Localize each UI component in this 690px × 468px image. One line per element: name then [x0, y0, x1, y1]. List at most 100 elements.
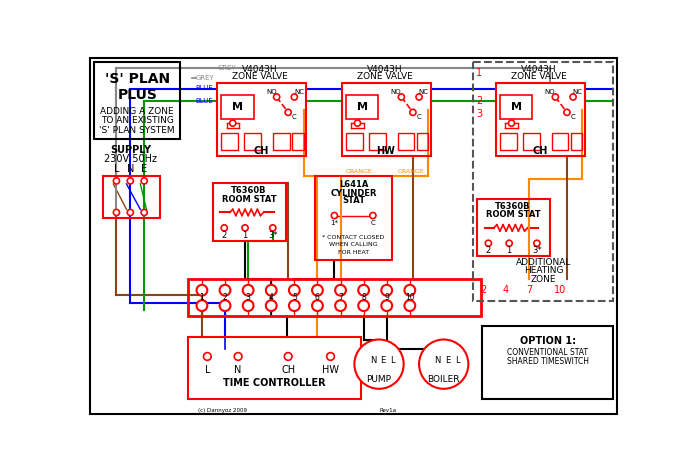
Text: E: E	[445, 356, 450, 365]
Bar	[188, 337, 362, 399]
Text: NC: NC	[573, 89, 582, 95]
Text: V4043H: V4043H	[242, 65, 277, 74]
Text: 3: 3	[476, 109, 482, 119]
Bar	[571, 133, 582, 150]
Text: ROOM STAT: ROOM STAT	[221, 195, 276, 204]
Text: * CONTACT CLOSED: * CONTACT CLOSED	[322, 234, 385, 240]
Text: M: M	[357, 102, 368, 112]
Bar	[292, 133, 304, 150]
Circle shape	[382, 300, 392, 311]
Circle shape	[331, 212, 337, 219]
Text: 1: 1	[242, 231, 248, 240]
Circle shape	[404, 300, 415, 311]
Text: ROOM STAT: ROOM STAT	[486, 210, 540, 219]
Text: 2: 2	[221, 231, 227, 240]
Text: 1*: 1*	[331, 220, 338, 226]
Bar	[477, 198, 550, 256]
Text: ORANGE: ORANGE	[346, 169, 373, 174]
Text: CH: CH	[532, 146, 548, 156]
Text: PUMP: PUMP	[366, 375, 391, 384]
Text: T6360B: T6360B	[495, 202, 531, 211]
Circle shape	[141, 209, 147, 216]
Circle shape	[509, 120, 515, 126]
Text: BLUE: BLUE	[196, 86, 213, 92]
Text: CH: CH	[253, 146, 269, 156]
Text: 1: 1	[199, 293, 204, 302]
Bar	[369, 133, 386, 150]
Bar	[496, 83, 584, 156]
Text: CYLINDER: CYLINDER	[331, 189, 377, 197]
Text: 'S' PLAN: 'S' PLAN	[105, 72, 170, 86]
Circle shape	[485, 240, 491, 246]
Text: V4043H: V4043H	[521, 65, 556, 74]
Circle shape	[270, 225, 276, 231]
Circle shape	[355, 339, 404, 389]
Circle shape	[284, 352, 292, 360]
Circle shape	[564, 110, 570, 116]
Text: OPTION 1:: OPTION 1:	[520, 336, 575, 346]
Bar	[104, 176, 160, 218]
Circle shape	[243, 285, 253, 296]
Text: 3*: 3*	[268, 231, 277, 240]
Text: T6360B: T6360B	[231, 186, 266, 196]
Text: ORANGE: ORANGE	[398, 169, 425, 174]
Circle shape	[273, 94, 279, 100]
Bar	[244, 133, 262, 150]
Circle shape	[534, 240, 540, 246]
Text: BOILER: BOILER	[428, 375, 460, 384]
Text: E: E	[141, 164, 147, 175]
Text: 1: 1	[476, 68, 482, 78]
Text: M: M	[232, 102, 243, 112]
Bar	[221, 95, 253, 119]
Text: ZONE: ZONE	[531, 275, 557, 284]
Text: E: E	[380, 356, 386, 365]
Bar	[342, 83, 431, 156]
Circle shape	[127, 178, 133, 184]
Text: 2: 2	[481, 285, 487, 295]
Text: (c) Dannyoz 2009: (c) Dannyoz 2009	[198, 408, 247, 413]
Bar	[473, 62, 613, 301]
Text: 3*: 3*	[532, 247, 542, 256]
Text: 230V 50Hz: 230V 50Hz	[104, 154, 157, 164]
Bar	[346, 95, 378, 119]
Text: ADDITIONAL: ADDITIONAL	[516, 258, 571, 267]
Text: SHARED TIMESWITCH: SHARED TIMESWITCH	[506, 358, 589, 366]
Text: ZONE VALVE: ZONE VALVE	[232, 73, 288, 81]
Circle shape	[204, 352, 211, 360]
Circle shape	[570, 94, 576, 100]
Circle shape	[326, 352, 335, 360]
Text: N: N	[370, 356, 376, 365]
Text: 8: 8	[362, 293, 366, 302]
Text: ZONE VALVE: ZONE VALVE	[357, 73, 413, 81]
Circle shape	[370, 212, 376, 219]
Text: 2: 2	[486, 247, 491, 256]
Text: 9: 9	[384, 293, 389, 302]
Bar	[417, 133, 428, 150]
Text: C: C	[417, 114, 422, 120]
Circle shape	[404, 285, 415, 296]
Text: NC: NC	[294, 89, 304, 95]
Text: HEATING: HEATING	[524, 266, 564, 276]
Circle shape	[197, 285, 207, 296]
Circle shape	[243, 300, 253, 311]
Bar	[188, 279, 481, 316]
Text: Rev1a: Rev1a	[380, 408, 397, 413]
Text: STAT: STAT	[342, 197, 365, 205]
Text: 6: 6	[315, 293, 320, 302]
Circle shape	[358, 285, 369, 296]
Circle shape	[230, 120, 236, 126]
Bar	[315, 176, 392, 260]
Text: CH: CH	[281, 365, 295, 374]
Text: 5: 5	[292, 293, 297, 302]
Text: SUPPLY: SUPPLY	[110, 145, 151, 155]
Text: NO: NO	[544, 89, 555, 95]
Circle shape	[291, 94, 297, 100]
Text: NC: NC	[419, 89, 428, 95]
Text: TIME CONTROLLER: TIME CONTROLLER	[223, 379, 326, 388]
Circle shape	[312, 300, 323, 311]
Circle shape	[398, 94, 404, 100]
Text: GREY: GREY	[217, 65, 236, 71]
Text: ZONE VALVE: ZONE VALVE	[511, 73, 566, 81]
Text: BLUE: BLUE	[196, 98, 213, 104]
Text: ADDING A ZONE: ADDING A ZONE	[101, 107, 174, 116]
